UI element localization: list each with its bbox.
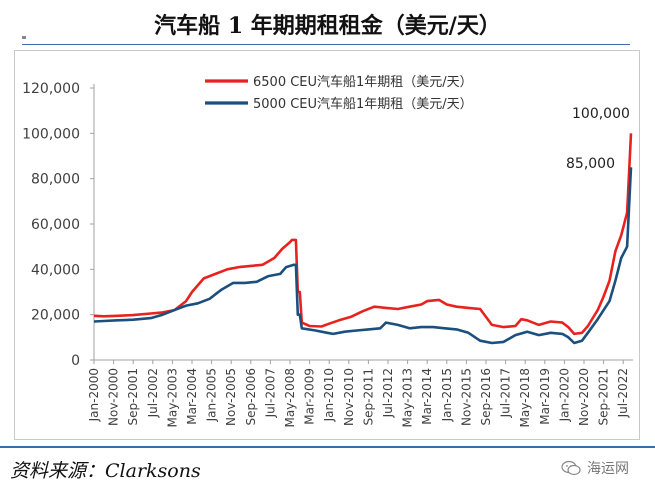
y-tick-label: 0 <box>71 353 80 369</box>
y-tick-label: 20,000 <box>31 308 80 324</box>
series-layer <box>93 133 633 345</box>
title-underline <box>22 44 630 45</box>
x-tick-label: Sep-2006 <box>244 368 258 426</box>
data-label: 100,000 <box>572 106 630 122</box>
x-tick-label: Jan-2000 <box>87 368 101 422</box>
x-tick-label: Jul-2017 <box>499 368 513 418</box>
y-tick-label: 100,000 <box>22 126 80 142</box>
wechat-icon <box>561 460 581 476</box>
x-tick-label: May-2003 <box>165 368 179 427</box>
chart-frame <box>14 50 640 440</box>
series-line-6500-ceu <box>93 133 633 336</box>
series-line-5000-ceu <box>93 167 633 345</box>
x-tick-label: Sep-2001 <box>126 368 140 426</box>
x-tick-label: Mar-2004 <box>185 368 199 425</box>
y-tick-label: 120,000 <box>22 81 80 97</box>
x-tick-label: Sep-2011 <box>361 368 375 426</box>
x-tick-label: Jan-2015 <box>440 368 454 422</box>
y-tick-label: 80,000 <box>31 172 80 188</box>
x-tick-label: Jan-2010 <box>322 368 336 422</box>
x-tick-label: May-2018 <box>518 368 532 427</box>
annotations: 100,000 85,000 <box>566 106 630 172</box>
x-tick-label: May-2013 <box>401 368 415 427</box>
x-tick-label: Jan-2020 <box>557 368 571 422</box>
watermark-text: 海运网 <box>587 461 629 477</box>
x-tick-label: Sep-2016 <box>479 368 493 426</box>
data-label: 85,000 <box>566 156 615 172</box>
source-note: 资料来源：Clarksons <box>10 460 201 482</box>
x-tick-label: Sep-2021 <box>597 368 611 426</box>
x-tick-label: Jul-2007 <box>263 368 277 418</box>
x-tick-label: Nov-2005 <box>224 368 238 426</box>
legend-label: 6500 CEU汽车船1年期租（美元/天） <box>253 74 473 90</box>
x-tick-label: Jul-2022 <box>616 368 630 418</box>
x-axis: Jan-2000 Nov-2000 Sep-2001 Jul-2002 May-2003… <box>87 359 633 427</box>
y-tick-label: 60,000 <box>31 217 80 233</box>
y-tick-label: 40,000 <box>31 262 80 278</box>
x-tick-label: Nov-2010 <box>342 368 356 426</box>
chart-title: 汽车船 1 年期期租租金（美元/天） <box>154 13 501 39</box>
x-tick-label: Mar-2019 <box>538 368 552 425</box>
footer-divider <box>0 446 655 448</box>
x-tick-label: Mar-2009 <box>303 368 317 425</box>
x-tick-label: Jul-2012 <box>381 368 395 418</box>
x-tick-label: Jan-2005 <box>205 368 219 422</box>
watermark: 海运网 <box>561 458 629 478</box>
x-tick-label: Nov-2000 <box>107 368 121 426</box>
x-tick-label: Nov-2020 <box>577 368 591 426</box>
title-decoration <box>22 36 26 39</box>
y-axis: 0 20,000 40,000 60,000 80,000 100,000 120,000 <box>22 81 95 369</box>
x-tick-label: Nov-2015 <box>459 368 473 426</box>
legend: 6500 CEU汽车船1年期租（美元/天） 5000 CEU汽车船1年期租（美元/… <box>205 74 473 112</box>
x-tick-label: Mar-2014 <box>420 368 434 425</box>
line-chart: 020,00040,00060,00080,000100,000120,000 … <box>22 74 633 427</box>
x-tick-label: Jul-2002 <box>146 368 160 418</box>
x-tick-label: May-2008 <box>283 368 297 427</box>
legend-label: 5000 CEU汽车船1年期租（美元/天） <box>253 96 473 112</box>
